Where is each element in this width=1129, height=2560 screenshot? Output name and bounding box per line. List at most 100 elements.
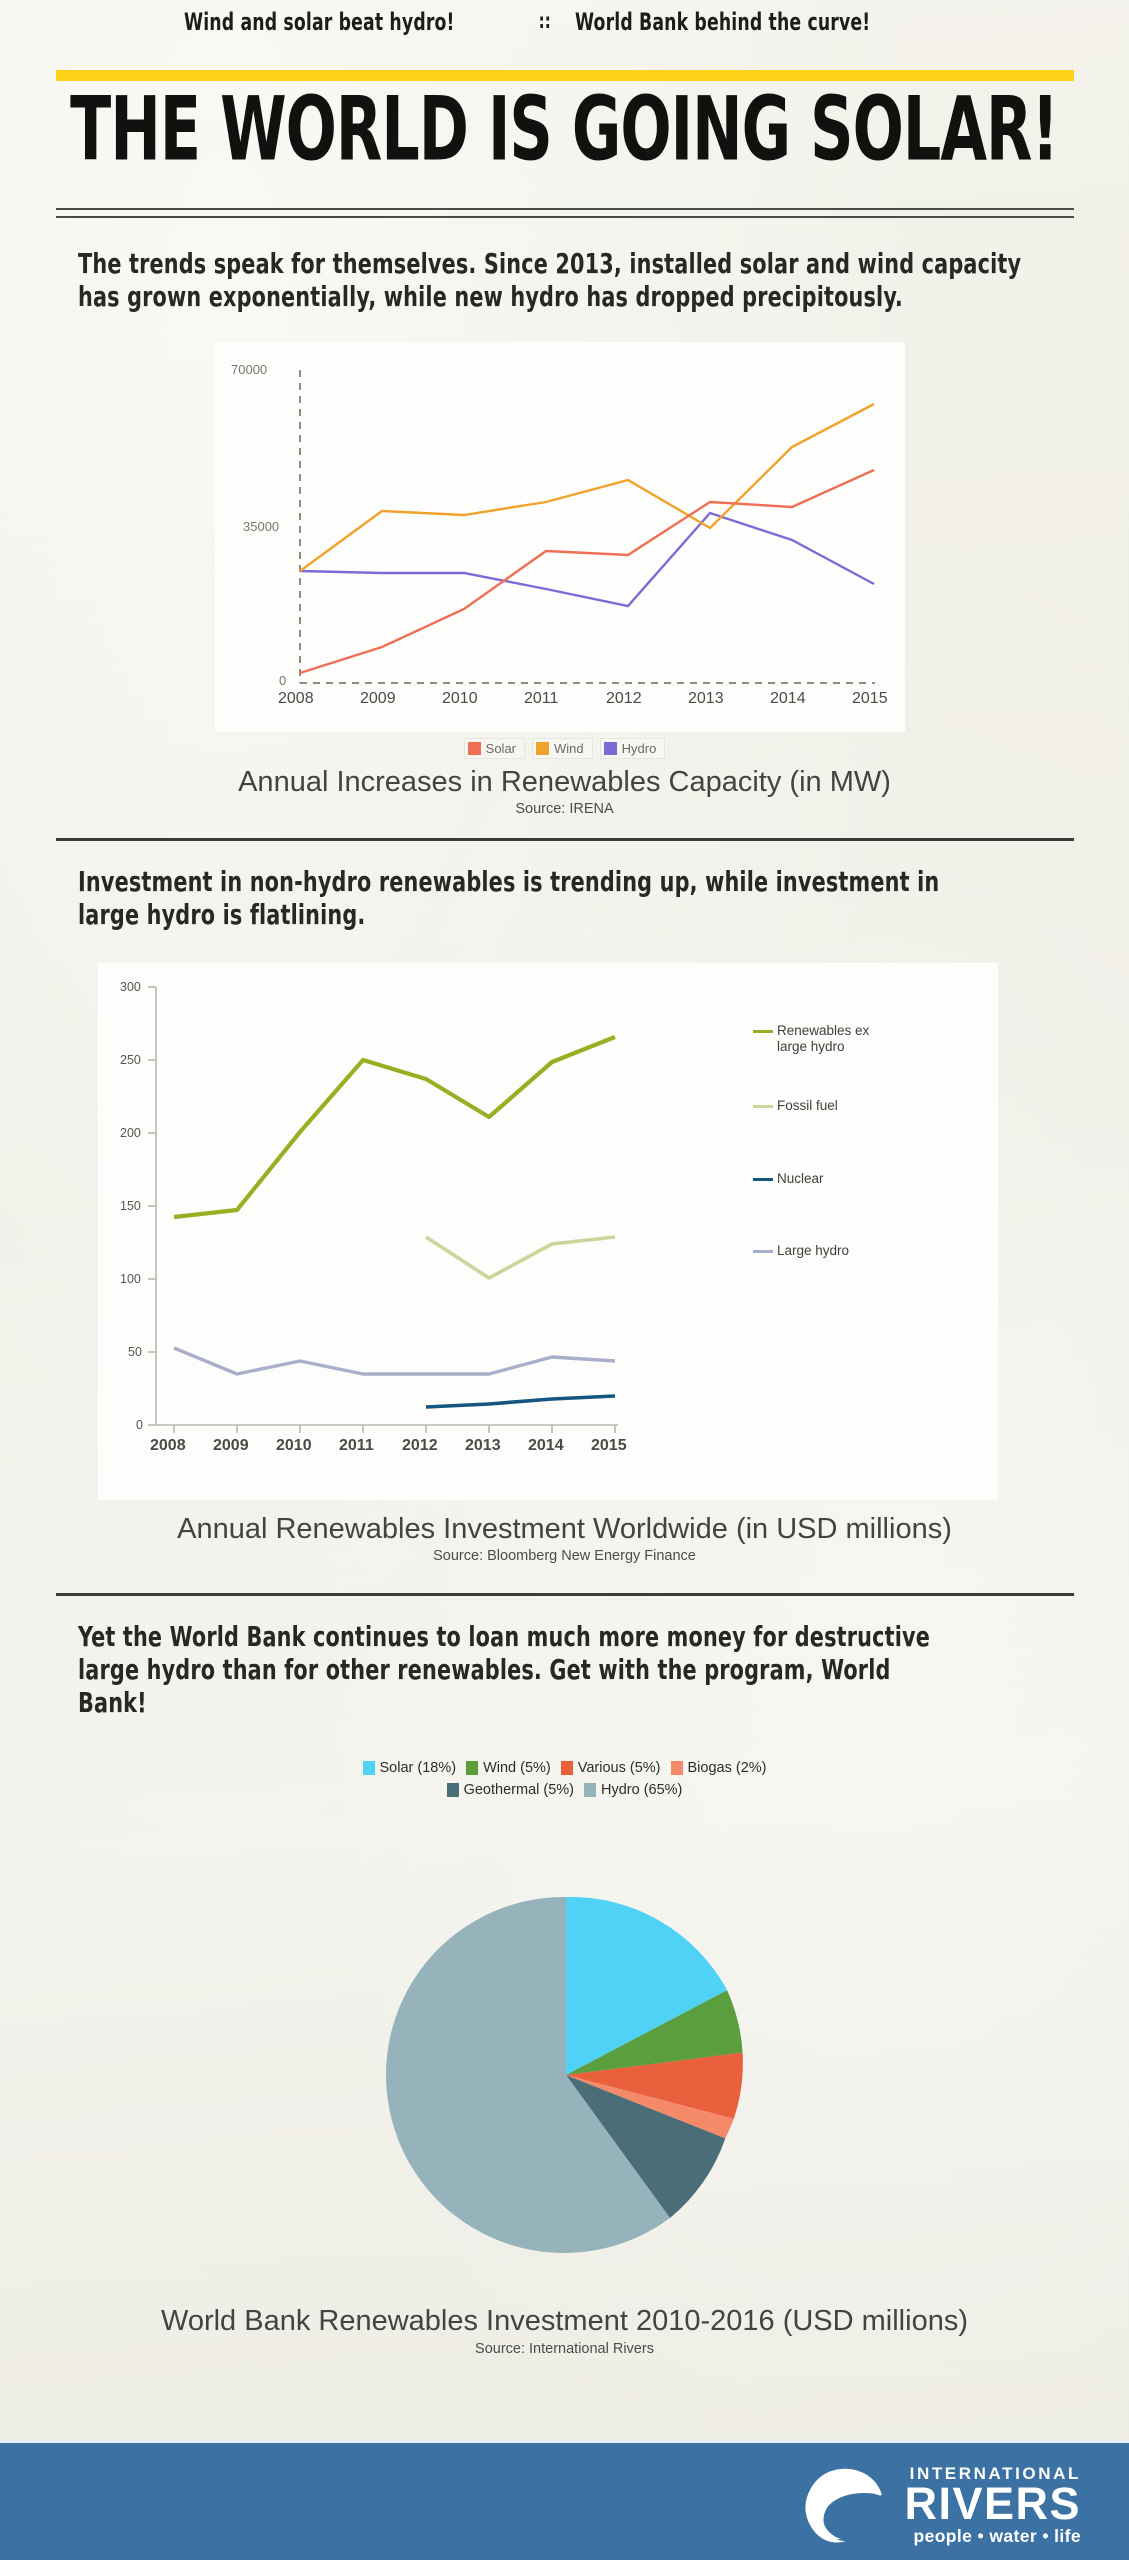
logo-tagline: people • water • life (913, 2525, 1081, 2546)
rule-section2-section3 (56, 1593, 1074, 1596)
chart2-xtick-2015: 2015 (591, 1437, 627, 1454)
section3-lead: Yet the World Bank continues to loan muc… (78, 1621, 1058, 1720)
chart1-ytick-35000: 35000 (243, 519, 280, 534)
chart1-series-wind (299, 402, 875, 572)
chart2-ytick-50: 50 (128, 1345, 142, 1359)
pie-chart (386, 1896, 743, 2253)
chart2-xtick-2009: 2009 (213, 1437, 249, 1454)
chart2-legend-item-nuclear[interactable]: Nuclear (753, 1171, 824, 1187)
chart2-xtick-2014: 2014 (528, 1437, 564, 1454)
footer: INTERNATIONAL RIVERS people • water • li… (0, 2440, 1129, 2560)
chart2-series-fossil-fuel (425, 1235, 616, 1280)
pie-legend-item-solar[interactable]: Solar (18%) (362, 1760, 457, 1776)
chart2-ytick-0: 0 (136, 1418, 143, 1432)
chart2-source: Source: Bloomberg New Energy Finance (433, 1548, 696, 1564)
chart2-card: 300 250 200 150 100 50 0 (98, 963, 998, 1500)
chart1-xtick-2009: 2009 (360, 690, 396, 707)
hydro-swatch-icon (603, 742, 617, 755)
pie-slice-various[interactable] (566, 2052, 743, 2119)
section3-lead-line2: large hydro than for other renewables. G… (78, 1654, 891, 1686)
pie-legend-item-biogas[interactable]: Biogas (2%) (670, 1760, 767, 1776)
pie-biogas-swatch-icon (670, 1761, 683, 1775)
chart2-legend-item-renewables[interactable]: Renewables ex large hydro (753, 1023, 877, 1055)
chart1-series-solar (299, 468, 875, 675)
chart2-ytick-150: 150 (120, 1199, 141, 1213)
pie-slice-solar[interactable] (566, 1896, 728, 2075)
pie-legend-item-geothermal[interactable]: Geothermal (5%) (446, 1782, 574, 1798)
pie-legend-label-biogas: Biogas (2%) (687, 1760, 767, 1776)
section3-lead-line1: Yet the World Bank continues to loan muc… (78, 1621, 930, 1653)
pie-legend-item-wind[interactable]: Wind (5%) (466, 1760, 551, 1776)
pie-solar-swatch-icon (362, 1761, 375, 1775)
kicker-separator: :: (538, 9, 552, 33)
pie-slice-biogas[interactable] (566, 2075, 734, 2139)
pie-slice-wind[interactable] (566, 1990, 743, 2075)
accent-bar (56, 70, 1074, 81)
renewables-line-icon (753, 1030, 773, 1033)
pie-legend-item-hydro[interactable]: Hydro (65%) (584, 1782, 682, 1798)
chart2-legend-item-fossil[interactable]: Fossil fuel (753, 1098, 838, 1114)
chart1-xtick-2013: 2013 (688, 690, 724, 707)
chart1-legend-item-wind[interactable]: Wind (532, 738, 593, 759)
pie-slice-hydro[interactable] (386, 1896, 670, 2253)
chart2-legend-label-renewables: Renewables ex large hydro (777, 1023, 870, 1054)
chart1-legend-label-solar: Solar (485, 741, 517, 756)
pie-slice-geothermal[interactable] (566, 2075, 726, 2218)
chart2-ytick-250: 250 (120, 1053, 141, 1067)
chart2-xtick-2008: 2008 (150, 1437, 186, 1454)
chart2-legend-label-large-hydro: Large hydro (777, 1243, 850, 1258)
chart1-ytick-70000: 70000 (231, 362, 268, 377)
chart3-source: Source: International Rivers (475, 2341, 654, 2357)
chart3-caption: World Bank Renewables Investment 2010-20… (160, 2305, 968, 2337)
chart1-legend-item-hydro[interactable]: Hydro (599, 738, 666, 759)
chart2-legend: Renewables ex large hydro Fossil fuel Nu… (98, 963, 998, 1500)
chart2-ytick-300: 300 (120, 980, 141, 994)
pie-wind-swatch-icon (466, 1761, 479, 1775)
pie-legend-label-various: Various (5%) (577, 1760, 661, 1776)
chart1-series-hydro (299, 511, 875, 608)
chart1-xtick-2010: 2010 (442, 690, 478, 707)
kicker-left: Wind and solar beat hydro! (184, 8, 455, 36)
solar-swatch-icon (467, 742, 481, 755)
chart1-plot (299, 370, 875, 684)
chart1-legend: Solar Wind Hydro (0, 738, 1129, 759)
logo-line-international: INTERNATIONAL (909, 2463, 1081, 2483)
chart2-legend-item-large-hydro[interactable]: Large hydro (753, 1243, 849, 1259)
pie-legend-item-various[interactable]: Various (5%) (560, 1760, 661, 1776)
nuclear-line-icon (753, 1178, 773, 1181)
logo-wordmark: INTERNATIONAL RIVERS people • water • li… (904, 2465, 1081, 2546)
section1-lead: The trends speak for themselves. Since 2… (78, 248, 1058, 314)
chart1-xtick-2012: 2012 (606, 690, 642, 707)
river-globe-icon (800, 2465, 887, 2545)
chart1-xtick-2015: 2015 (852, 690, 888, 707)
chart1-legend-item-solar[interactable]: Solar (463, 738, 526, 759)
chart2-ytick-100: 100 (120, 1272, 141, 1286)
chart2-series-renewables-ex-large-hydro (173, 1035, 616, 1220)
pie-legend-label-geothermal: Geothermal (5%) (463, 1782, 574, 1798)
chart1-caption: Annual Increases in Renewables Capacity … (238, 766, 891, 798)
chart1-legend-label-wind: Wind (554, 741, 584, 756)
large-hydro-line-icon (753, 1250, 773, 1253)
chart2-xtick-2012: 2012 (402, 1437, 438, 1454)
wind-swatch-icon (536, 742, 550, 755)
pie-legend-label-solar: Solar (18%) (379, 1760, 457, 1776)
pie-geothermal-swatch-icon (446, 1783, 459, 1797)
chart2-plot (148, 986, 618, 1433)
chart1-source: Source: IRENA (515, 801, 614, 817)
chart2-xtick-2010: 2010 (276, 1437, 312, 1454)
chart2-series-large-hydro (173, 1346, 616, 1376)
logo-line-rivers: RIVERS (904, 2477, 1081, 2529)
kicker-right: World Bank behind the curve! (575, 8, 871, 36)
pie-legend-label-hydro: Hydro (65%) (601, 1782, 683, 1798)
pie-legend-row1: Solar (18%) Wind (5%) Various (5%) Bioga… (0, 1760, 1129, 1776)
section1-lead-line1: The trends speak for themselves. Since 2… (78, 248, 1022, 280)
international-rivers-logo[interactable]: INTERNATIONAL RIVERS people • water • li… (794, 2461, 1081, 2549)
pie-various-swatch-icon (560, 1761, 573, 1775)
chart1-xtick-2014: 2014 (770, 690, 806, 707)
chart2-legend-label-nuclear: Nuclear (777, 1171, 824, 1186)
rule-section1-section2 (56, 838, 1074, 841)
pie-hydro-swatch-icon (584, 1783, 596, 1797)
chart1-xtick-2008: 2008 (278, 690, 314, 707)
headline-text: THE WORLD IS GOING SOLAR! (70, 77, 1060, 181)
